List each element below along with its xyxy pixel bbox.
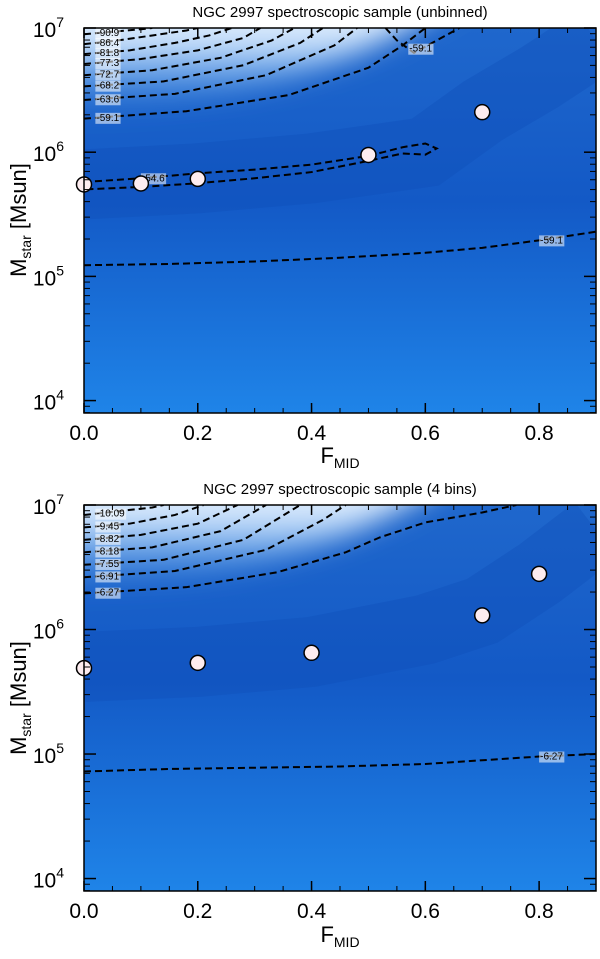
contour-label: -59.1	[540, 235, 563, 246]
contour-label: -90.9	[96, 28, 119, 39]
contour-line	[84, 505, 517, 595]
x-tick-label: 0.8	[525, 900, 554, 923]
x-tick-label: 0.0	[69, 900, 98, 923]
axis-ticks: 0.0 0.2 0.4 0.6 0.8 104 105 106 107	[33, 491, 596, 923]
contour-label-background	[95, 571, 121, 583]
y-tick-label: 106	[33, 616, 64, 644]
data-point	[303, 644, 320, 662]
bottom-panel: NGC 2997 spectroscopic sample (4 bins) -…	[6, 481, 597, 950]
contour-label: -7.55	[96, 559, 119, 570]
contour-label: -81.8	[96, 48, 119, 59]
x-tick-label: 0.2	[183, 422, 212, 445]
contour-line	[84, 230, 596, 267]
data-points	[75, 103, 491, 193]
contour-line	[84, 505, 347, 579]
contour-label-background	[95, 94, 121, 106]
contour-label: -77.3	[96, 58, 119, 69]
x-tick-label: 0.4	[297, 900, 327, 923]
contour-label: -59.1	[409, 44, 432, 55]
contour-label-background	[95, 533, 121, 545]
contour-label-background	[95, 48, 121, 60]
data-point	[132, 175, 150, 192]
x-tick-label: 0.6	[411, 422, 440, 445]
contour-line	[84, 753, 596, 773]
contour-label: -6.27	[540, 752, 563, 763]
y-tick-label: 107	[33, 491, 64, 519]
contour-label-background	[95, 69, 121, 81]
contour-label: -54.6	[142, 173, 165, 184]
data-point	[189, 654, 207, 672]
x-axis-label: FMID	[320, 922, 359, 950]
contour-label-background	[539, 751, 565, 763]
contour-line	[84, 28, 426, 120]
contour-label-background	[95, 587, 121, 599]
contour-label: -8.82	[96, 534, 119, 545]
contour-label: -68.2	[96, 81, 119, 92]
axis-ticks: 0.0 0.2 0.4 0.6 0.8 104 105 106 107	[33, 14, 596, 445]
data-point	[473, 607, 491, 624]
contour-label: -72.7	[96, 69, 119, 80]
contour-line	[84, 28, 261, 66]
x-tick-label: 0.6	[411, 900, 440, 923]
contour-label-background	[95, 80, 121, 92]
y-tick-label: 105	[33, 262, 64, 290]
contour-label-background	[140, 173, 167, 185]
contour-lines: -90.9-86.4-81.8-77.3-72.7-68.2 -63.6 -59.1…	[84, 28, 596, 267]
x-tick-label: 0.0	[69, 422, 98, 445]
contour-label-background	[95, 58, 121, 70]
contour-line	[84, 28, 295, 77]
contour-line	[84, 28, 358, 102]
contour-label: -10.09	[96, 509, 125, 520]
x-tick-label: 0.8	[525, 422, 554, 445]
y-tick-label: 105	[33, 740, 64, 768]
contour-line	[84, 28, 324, 88]
y-tick-label: 104	[33, 865, 64, 893]
contour-line	[84, 505, 301, 566]
chart-title: NGC 2997 spectroscopic sample (unbinned)	[192, 4, 487, 21]
x-tick-label: 0.2	[183, 900, 212, 923]
contour-label: -6.91	[96, 571, 119, 582]
x-tick-label: 0.4	[297, 422, 327, 445]
y-tick-label: 107	[33, 14, 64, 42]
contour-label: -63.6	[96, 94, 119, 105]
contour-label: -59.1	[96, 113, 119, 124]
heatmap-high-region	[84, 28, 407, 113]
data-point	[189, 170, 207, 188]
chart-title: NGC 2997 spectroscopic sample (4 bins)	[203, 481, 476, 498]
y-tick-label: 106	[33, 138, 64, 166]
top-panel: NGC 2997 spectroscopic sample (unbinned)…	[6, 4, 597, 471]
x-axis-label: FMID	[320, 443, 359, 471]
data-point	[530, 565, 548, 583]
contour-label-background	[95, 508, 127, 520]
data-point	[473, 103, 491, 121]
y-axis-label: Mstar [Msun]	[6, 641, 34, 755]
contour-line	[84, 28, 233, 56]
contour-label: -8.18	[96, 546, 119, 557]
contour-line	[84, 142, 439, 191]
y-tick-label: 104	[33, 387, 64, 415]
contour-label-background	[95, 112, 121, 124]
contour-label: -9.45	[96, 521, 119, 532]
contour-label-background	[95, 546, 121, 558]
contour-lines: -10.09-9.45 -8.82-8.18 -7.55-6.91 -6.27 -6.2…	[84, 505, 596, 773]
heatmap-high-region	[84, 505, 407, 590]
contour-label: -6.27	[96, 588, 119, 599]
data-point	[360, 146, 377, 164]
contour-label: -86.4	[96, 38, 119, 49]
contour-label-background	[95, 559, 121, 571]
contour-label-background	[95, 28, 121, 40]
contour-label-background	[539, 235, 565, 247]
contour-label-background	[95, 521, 121, 533]
contour-label-background	[408, 43, 434, 55]
contour-label-background	[95, 37, 121, 49]
y-axis-label: Mstar [Msun]	[6, 163, 34, 277]
